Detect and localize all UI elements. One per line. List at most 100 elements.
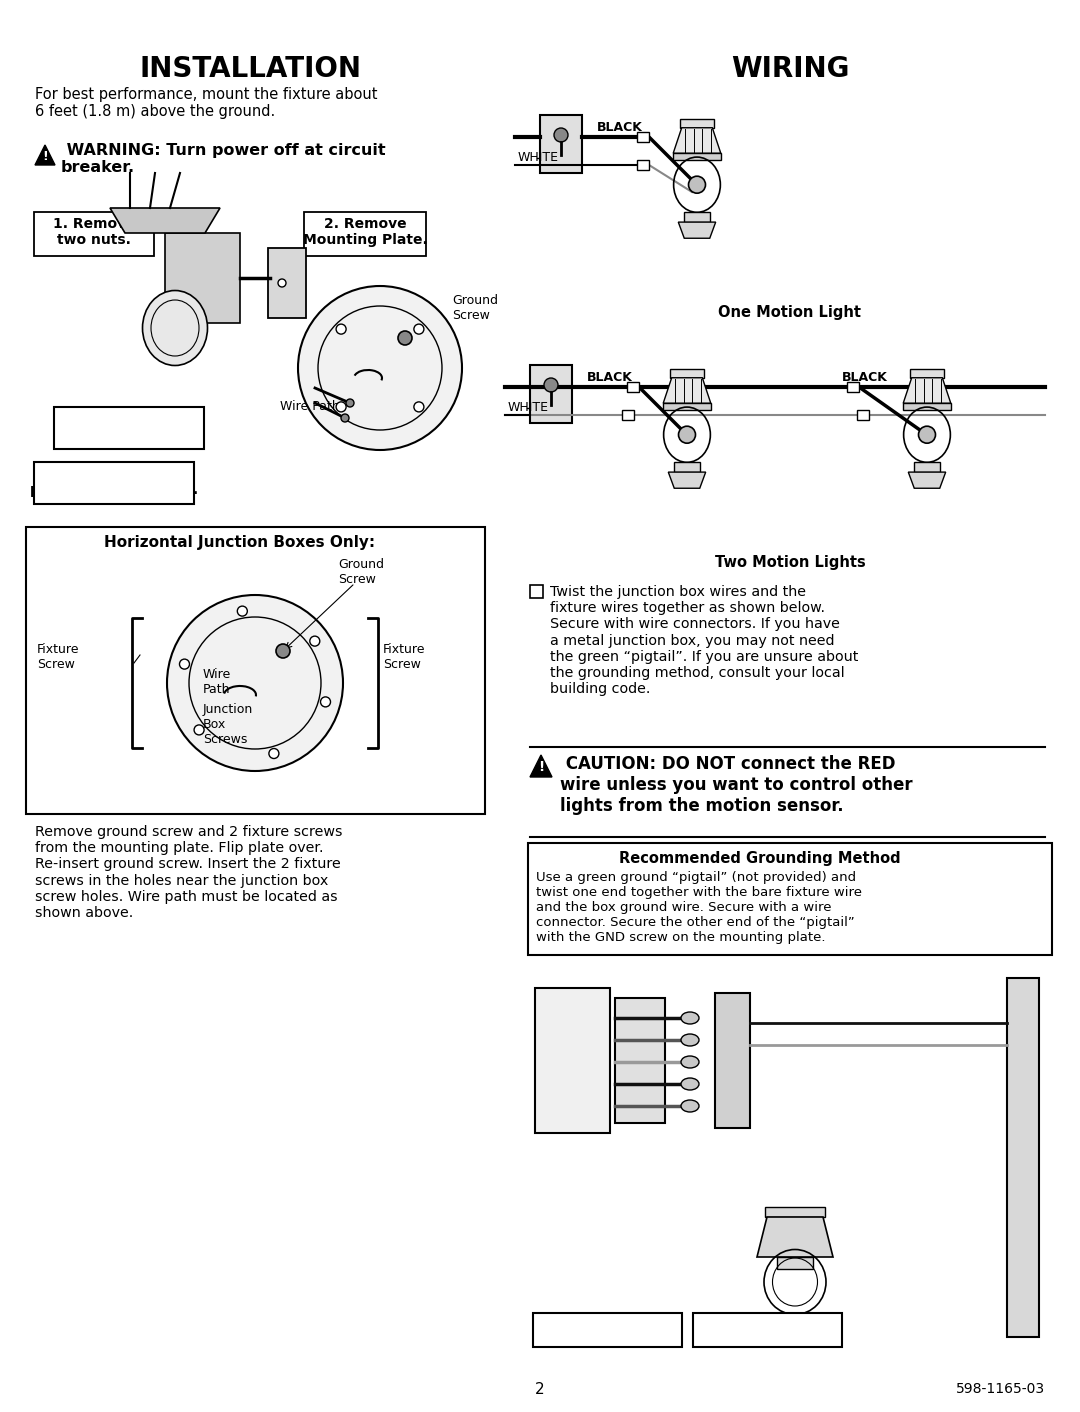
Text: 2. Remove
Mounting Plate.: 2. Remove Mounting Plate.: [302, 217, 428, 247]
Text: WIRING: WIRING: [731, 55, 849, 83]
FancyBboxPatch shape: [33, 212, 154, 256]
Bar: [1007, 979, 1039, 1337]
Text: 3. Tighten screws
finger tight.: 3. Tighten screws finger tight.: [59, 412, 199, 442]
Bar: [915, 462, 940, 472]
Text: INSTALLATION: INSTALLATION: [139, 55, 361, 83]
Circle shape: [276, 644, 291, 658]
Ellipse shape: [681, 1034, 699, 1046]
Circle shape: [689, 176, 705, 193]
FancyBboxPatch shape: [303, 212, 426, 256]
Text: 1. Remove
two nuts.: 1. Remove two nuts.: [53, 217, 135, 247]
Bar: [637, 160, 649, 169]
Text: For best performance, mount the fixture about
6 feet (1.8 m) above the ground.: For best performance, mount the fixture …: [35, 88, 378, 120]
FancyBboxPatch shape: [26, 527, 485, 813]
Bar: [535, 988, 610, 1132]
Circle shape: [554, 128, 568, 143]
Text: Twist the junction box wires and the
fixture wires together as shown below.
Secu: Twist the junction box wires and the fix…: [550, 585, 859, 696]
Text: !: !: [538, 760, 544, 774]
FancyBboxPatch shape: [534, 1313, 681, 1347]
Circle shape: [194, 724, 204, 734]
Circle shape: [544, 378, 558, 393]
Bar: [622, 409, 634, 419]
Ellipse shape: [681, 1100, 699, 1113]
Text: White to white: White to white: [710, 1319, 825, 1333]
Text: 598-1165-03: 598-1165-03: [956, 1382, 1045, 1396]
Circle shape: [346, 400, 354, 407]
Bar: [530, 364, 572, 424]
Text: 4. Attach mounting
plate to junction box.: 4. Attach mounting plate to junction box…: [30, 467, 198, 497]
Bar: [673, 154, 720, 160]
Circle shape: [179, 659, 189, 669]
Bar: [615, 998, 665, 1123]
Bar: [715, 993, 750, 1128]
Text: Remove ground screw and 2 fixture screws
from the mounting plate. Flip plate ove: Remove ground screw and 2 fixture screws…: [35, 825, 342, 921]
Text: Ground
Screw: Ground Screw: [453, 294, 498, 322]
Ellipse shape: [681, 1012, 699, 1024]
Circle shape: [269, 748, 279, 758]
Text: Junction
Box
Screws: Junction Box Screws: [203, 703, 253, 746]
Circle shape: [336, 325, 346, 335]
Text: Recommended Grounding Method: Recommended Grounding Method: [619, 851, 901, 866]
Text: One Motion Light: One Motion Light: [718, 305, 862, 321]
Text: Fixture
Screw: Fixture Screw: [37, 642, 80, 671]
Text: Horizontal Junction Boxes Only:: Horizontal Junction Boxes Only:: [105, 535, 376, 551]
Text: Ground
Screw: Ground Screw: [338, 558, 384, 586]
Bar: [674, 462, 700, 472]
Text: Wire
Path: Wire Path: [203, 668, 231, 696]
Bar: [910, 370, 944, 378]
Polygon shape: [757, 1217, 833, 1257]
Text: !: !: [42, 150, 48, 162]
Ellipse shape: [681, 1077, 699, 1090]
Circle shape: [336, 402, 346, 412]
Bar: [268, 249, 306, 318]
Circle shape: [278, 280, 286, 287]
Polygon shape: [678, 222, 716, 239]
Bar: [627, 383, 639, 393]
Bar: [637, 131, 649, 143]
Polygon shape: [673, 127, 720, 154]
Text: Fixture
Screw: Fixture Screw: [383, 642, 426, 671]
Circle shape: [414, 402, 423, 412]
Bar: [765, 1207, 825, 1217]
Ellipse shape: [143, 291, 207, 366]
Circle shape: [321, 698, 330, 707]
Bar: [777, 1257, 813, 1269]
Circle shape: [298, 287, 462, 450]
Polygon shape: [669, 472, 705, 489]
Circle shape: [167, 594, 343, 771]
Text: BLACK: BLACK: [588, 371, 633, 384]
Polygon shape: [663, 378, 711, 404]
Polygon shape: [530, 755, 552, 777]
Text: WHITE: WHITE: [518, 151, 559, 164]
Polygon shape: [908, 472, 946, 489]
Text: Use a green ground “pigtail” (not provided) and
twist one end together with the : Use a green ground “pigtail” (not provid…: [536, 871, 862, 945]
Text: BLACK: BLACK: [842, 371, 888, 384]
Text: CAUTION: DO NOT connect the RED
wire unless you want to control other
lights fro: CAUTION: DO NOT connect the RED wire unl…: [561, 755, 913, 815]
Bar: [680, 119, 714, 127]
Bar: [530, 969, 1050, 1347]
Bar: [903, 404, 950, 409]
Text: WARNING: Turn power off at circuit
breaker.: WARNING: Turn power off at circuit break…: [60, 143, 386, 175]
Text: 2: 2: [536, 1382, 544, 1396]
Text: BLACK: BLACK: [597, 121, 643, 134]
FancyBboxPatch shape: [693, 1313, 842, 1347]
Polygon shape: [165, 233, 240, 323]
Circle shape: [341, 414, 349, 422]
Bar: [530, 585, 543, 599]
FancyBboxPatch shape: [54, 407, 204, 449]
Circle shape: [678, 426, 696, 443]
Circle shape: [310, 637, 320, 647]
Polygon shape: [903, 378, 950, 404]
Circle shape: [238, 606, 247, 616]
Bar: [663, 404, 711, 409]
Bar: [540, 114, 582, 174]
Ellipse shape: [681, 1056, 699, 1067]
Circle shape: [414, 325, 423, 335]
Text: Black to black: Black to black: [553, 1319, 662, 1333]
Circle shape: [918, 426, 935, 443]
Bar: [858, 409, 869, 419]
Text: Wire Path: Wire Path: [280, 400, 340, 412]
FancyBboxPatch shape: [33, 462, 194, 504]
Bar: [847, 383, 859, 393]
FancyBboxPatch shape: [528, 843, 1052, 955]
